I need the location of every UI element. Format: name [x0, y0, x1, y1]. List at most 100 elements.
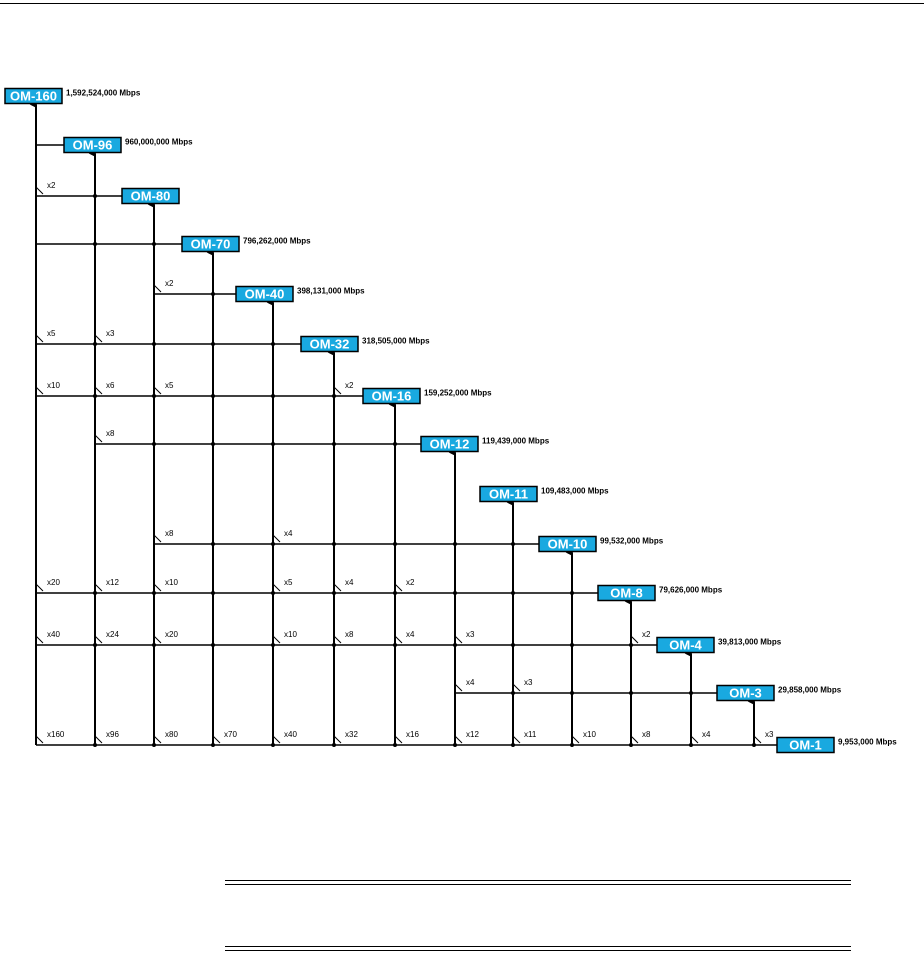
junction-dot — [152, 743, 156, 747]
multiplier-tick — [94, 434, 103, 443]
multiplier-label: x8 — [642, 730, 651, 739]
multiplier-tick — [753, 735, 762, 744]
level-rate-om96: 960,000,000 Mbps — [125, 138, 193, 147]
junction-dot — [511, 743, 515, 747]
multiplier-tick — [94, 735, 103, 744]
junction-dot — [211, 292, 215, 296]
level-rate-om12: 119,439,000 Mbps — [482, 437, 550, 446]
multiplier-tick — [272, 735, 281, 744]
multiplier-tick — [153, 386, 162, 395]
junction-dot — [152, 591, 156, 595]
junction-dot — [393, 643, 397, 647]
junction-dot — [271, 542, 275, 546]
junction-dot — [211, 591, 215, 595]
multiplier-tick — [35, 386, 44, 395]
junction-dot — [93, 394, 97, 398]
level-box-om1 — [776, 736, 835, 754]
multiplier-label: x16 — [406, 730, 419, 739]
multiplier-label: x5 — [165, 381, 174, 390]
multiplier-tick — [35, 334, 44, 343]
level-rate-om8: 79,626,000 Mbps — [659, 586, 723, 595]
junction-dot — [93, 643, 97, 647]
junction-dot — [629, 743, 633, 747]
multiplier-tick — [153, 735, 162, 744]
level-rate-om40: 398,131,000 Mbps — [297, 287, 365, 296]
multiplier-label: x8 — [106, 429, 115, 438]
multiplier-label: x5 — [284, 578, 293, 587]
multiplier-label: x24 — [106, 630, 119, 639]
junction-dot — [393, 591, 397, 595]
multiplier-label: x3 — [524, 678, 533, 687]
multiplier-label: x4 — [284, 529, 293, 538]
om-hierarchy-diagram: x2 x2 x5 x3 x10 x6 x5 x2 x8 x8 x4 x20 x12 x10 x5 x4 x2 x4… — [4, 87, 897, 754]
junction-dot — [152, 242, 156, 246]
multiplier-label: x12 — [466, 730, 479, 739]
multiplier-tick — [94, 334, 103, 343]
junction-dot — [332, 591, 336, 595]
junction-dot — [453, 643, 457, 647]
multiplier-tick — [394, 583, 403, 592]
level-box-om80 — [121, 187, 180, 205]
multiplier-tick — [512, 683, 521, 692]
multiplier-label: x70 — [224, 730, 237, 739]
level-label-om16: OM-16 — [372, 389, 412, 404]
junction-dot — [211, 743, 215, 747]
junction-dot — [271, 643, 275, 647]
junction-dot — [511, 691, 515, 695]
level-label-om40: OM-40 — [245, 287, 285, 302]
level-box-om10 — [538, 535, 597, 553]
multiplier-label: x2 — [165, 279, 174, 288]
level-label-om4: OM-4 — [669, 638, 702, 653]
multiplier-tick — [272, 534, 281, 543]
level-label-om10: OM-10 — [548, 537, 588, 552]
junction-dot — [511, 643, 515, 647]
multiplier-tick — [333, 583, 342, 592]
junction-dot — [332, 743, 336, 747]
table-top-rule — [225, 880, 851, 885]
multiplier-label: x10 — [284, 630, 297, 639]
level-box-om12 — [420, 435, 479, 453]
level-rate-om11: 109,483,000 Mbps — [541, 487, 609, 496]
junction-dot — [152, 643, 156, 647]
junction-dot — [453, 542, 457, 546]
level-box-om3 — [716, 684, 775, 702]
level-box-om32 — [300, 335, 359, 353]
level-label-om11: OM-11 — [489, 487, 528, 502]
multiplier-label: x3 — [765, 730, 774, 739]
multiplier-label: x20 — [47, 578, 60, 587]
junction-dot — [93, 242, 97, 246]
junction-dot — [629, 691, 633, 695]
multiplier-label: x4 — [702, 730, 711, 739]
level-rate-om1: 9,953,000 Mbps — [838, 738, 897, 747]
multiplier-tick — [35, 186, 44, 195]
multiplier-tick — [630, 735, 639, 744]
junction-dot — [393, 542, 397, 546]
multiplier-tick — [153, 635, 162, 644]
multiplier-tick — [94, 386, 103, 395]
multiplier-label: x40 — [47, 630, 60, 639]
multiplier-tick — [153, 284, 162, 293]
junction-dot — [752, 743, 756, 747]
junction-dot — [93, 591, 97, 595]
junction-dot — [570, 591, 574, 595]
level-rate-om10: 99,532,000 Mbps — [600, 537, 664, 546]
level-label-om3: OM-3 — [729, 686, 762, 701]
junction-dot — [211, 394, 215, 398]
level-rate-om3: 29,858,000 Mbps — [778, 686, 842, 695]
multiplier-tick — [454, 735, 463, 744]
multiplier-label: x2 — [406, 578, 415, 587]
multiplier-tick — [35, 583, 44, 592]
multiplier-tick — [394, 635, 403, 644]
multiplier-label: x10 — [165, 578, 178, 587]
junction-dot — [271, 342, 275, 346]
junction-dot — [211, 542, 215, 546]
level-box-om8 — [597, 584, 656, 602]
multiplier-label: x8 — [165, 529, 174, 538]
level-label-om1: OM-1 — [789, 738, 822, 753]
junction-dot — [393, 442, 397, 446]
junction-dot — [570, 743, 574, 747]
multiplier-label: x4 — [406, 630, 415, 639]
multiplier-label: x2 — [642, 630, 651, 639]
multiplier-tick — [454, 683, 463, 692]
multiplier-label: x3 — [106, 329, 115, 338]
